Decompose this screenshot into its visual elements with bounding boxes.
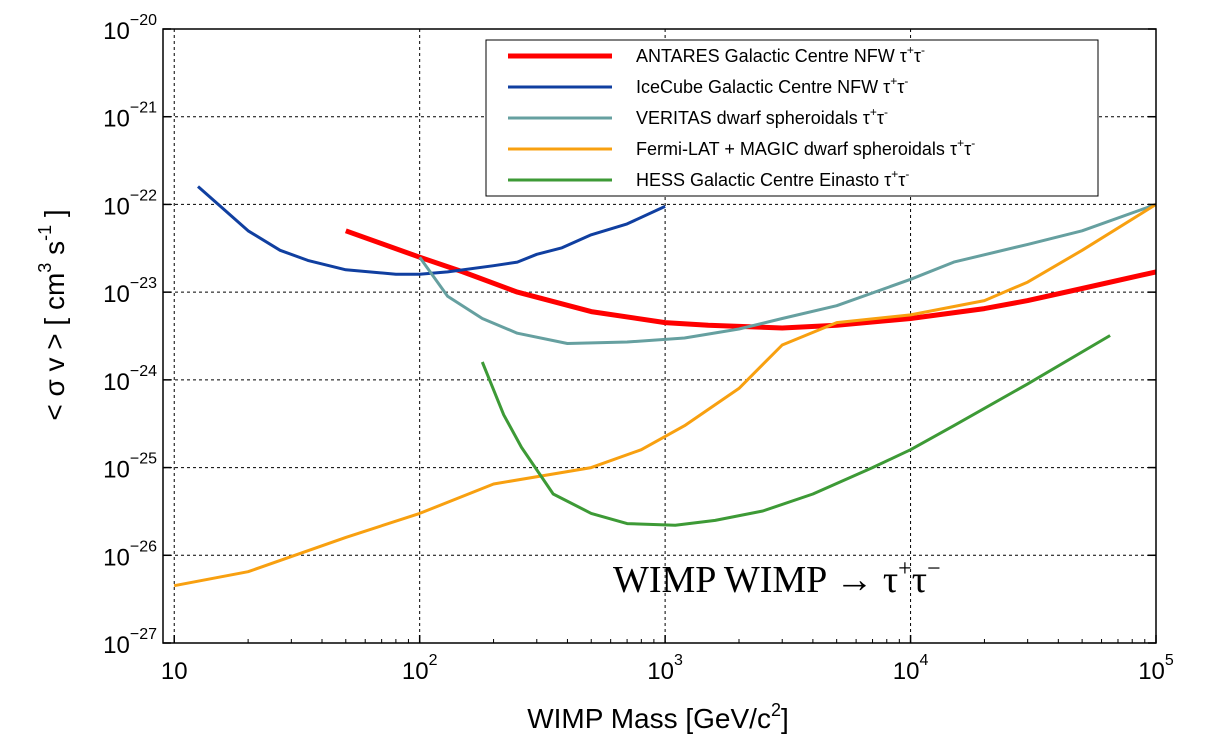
series-lines <box>173 185 1157 588</box>
series-line-4 <box>173 203 1157 588</box>
x-tick-label: 103 <box>647 652 683 685</box>
y-tick-label: 10−23 <box>103 275 157 308</box>
x-tick-label: 10 <box>161 658 188 685</box>
x-axis-title: WIMP Mass [GeV/c2] <box>527 700 789 734</box>
y-tick-label: 10−27 <box>103 626 157 659</box>
y-tick-label: 10−22 <box>103 187 157 220</box>
legend-label: HESS Galactic Centre Einasto τ+τ- <box>636 167 909 190</box>
legend-label: Fermi-LAT + MAGIC dwarf spheroidals τ+τ- <box>636 136 975 159</box>
y-axis-title: < σ v > [ cm3 s-1 ] <box>35 209 70 420</box>
legend-label: IceCube Galactic Centre NFW τ+τ- <box>636 74 908 97</box>
series-line-3 <box>418 202 1157 345</box>
legend-label: ANTARES Galactic Centre NFW τ+τ- <box>636 43 925 66</box>
series-line-5 <box>480 334 1111 527</box>
process-annotation: WIMP WIMP → τ+τ− <box>613 556 941 601</box>
y-tick-label: 10−21 <box>103 100 157 133</box>
x-tick-label: 105 <box>1138 652 1174 685</box>
series-line-2 <box>197 185 666 276</box>
legend: ANTARES Galactic Centre NFW τ+τ- IceCube … <box>485 39 1099 197</box>
y-tick-label: 10−20 <box>103 12 157 45</box>
plot-frame <box>162 28 1157 644</box>
x-tick-label: 104 <box>893 652 929 685</box>
y-tick-label: 10−24 <box>103 363 157 396</box>
x-tick-label: 102 <box>402 652 438 685</box>
legend-label: VERITAS dwarf spheroidals τ+τ- <box>636 105 888 128</box>
axis-ticks: 10 102 103 104 105 10−27 10−26 10−25 10−24 10−23 1… <box>103 12 1174 685</box>
y-tick-label: 10−25 <box>103 451 157 484</box>
y-tick-label: 10−26 <box>103 538 157 571</box>
